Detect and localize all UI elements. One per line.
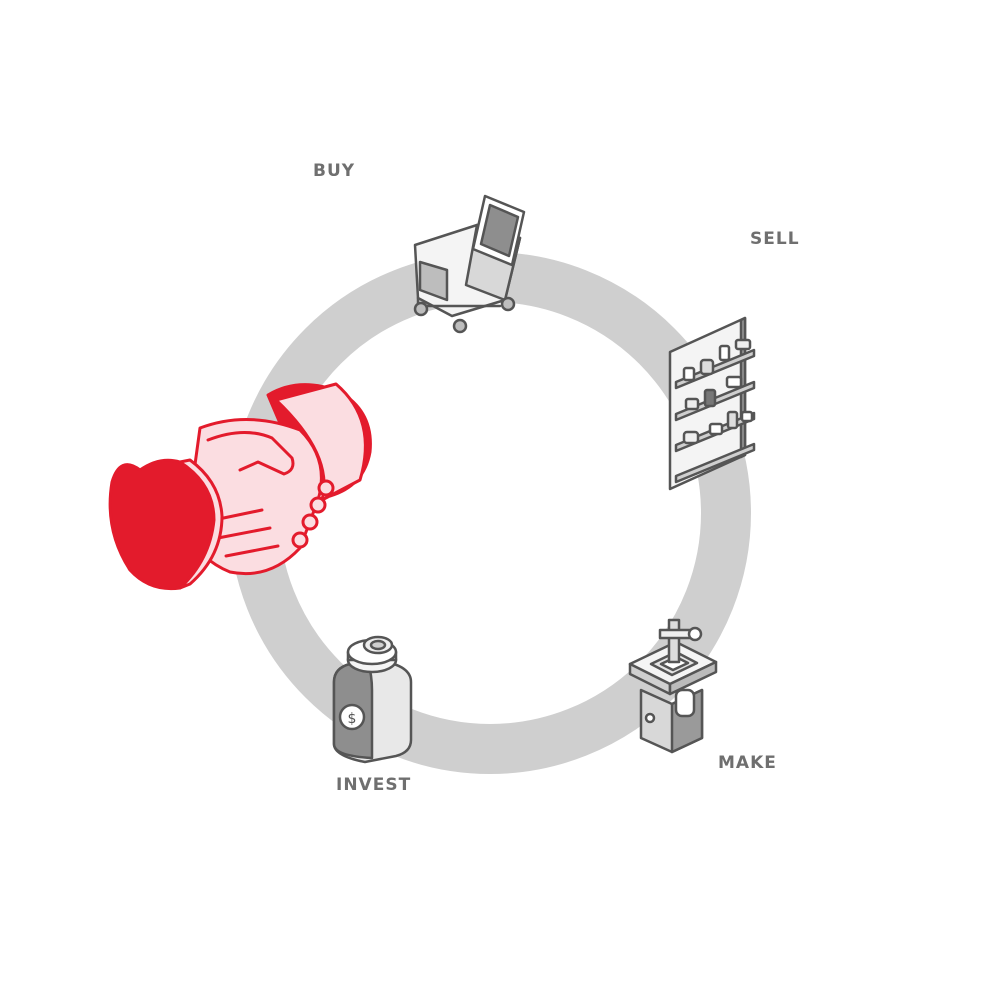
label-buy: BUY [313, 161, 356, 181]
label-sell: SELL [750, 229, 800, 249]
label-invest: INVEST [336, 775, 412, 795]
coin-jar-icon: $ [332, 635, 413, 764]
handshake-icon [108, 382, 372, 591]
label-make: MAKE [718, 753, 777, 773]
dollar-glyph: $ [348, 711, 357, 727]
shopping-cart-icon [413, 194, 526, 334]
shelf-display-icon [668, 316, 756, 491]
3d-printer-machine-icon [628, 618, 718, 754]
